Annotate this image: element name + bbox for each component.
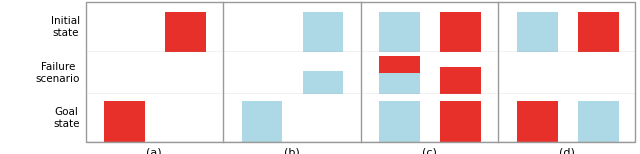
Bar	[578, 12, 619, 52]
Bar	[380, 12, 420, 52]
Text: (c): (c)	[422, 148, 437, 154]
Text: D: D	[594, 66, 603, 76]
Bar	[242, 101, 282, 142]
Text: A: A	[258, 66, 266, 76]
Text: D: D	[319, 106, 328, 116]
Text: (b): (b)	[284, 148, 300, 154]
Bar	[303, 71, 344, 94]
Text: Failure
scenario: Failure scenario	[36, 62, 80, 84]
Text: A: A	[120, 106, 129, 116]
Text: (a): (a)	[147, 148, 162, 154]
Bar	[517, 101, 557, 142]
Text: D: D	[181, 66, 190, 76]
Text: (d): (d)	[559, 148, 575, 154]
Bar	[165, 12, 206, 52]
Bar	[303, 12, 344, 52]
Text: A: A	[120, 66, 129, 76]
Text: D: D	[181, 106, 190, 116]
Bar	[440, 67, 481, 94]
Text: D: D	[456, 106, 465, 116]
Bar	[104, 101, 145, 142]
Text: A: A	[396, 106, 404, 116]
Text: D: D	[456, 66, 465, 76]
Text: D: D	[319, 66, 328, 76]
Bar	[440, 101, 481, 142]
Text: A: A	[533, 106, 541, 116]
Bar	[380, 56, 420, 73]
Bar	[517, 12, 557, 52]
Bar	[578, 101, 619, 142]
Text: Goal
state: Goal state	[54, 107, 80, 129]
Bar	[380, 101, 420, 142]
Text: D: D	[594, 106, 603, 116]
Bar	[440, 12, 481, 52]
Text: A: A	[533, 66, 541, 76]
Text: A: A	[396, 66, 404, 76]
Bar	[380, 73, 420, 94]
Text: A: A	[258, 106, 266, 116]
Text: Initial
state: Initial state	[51, 16, 80, 38]
